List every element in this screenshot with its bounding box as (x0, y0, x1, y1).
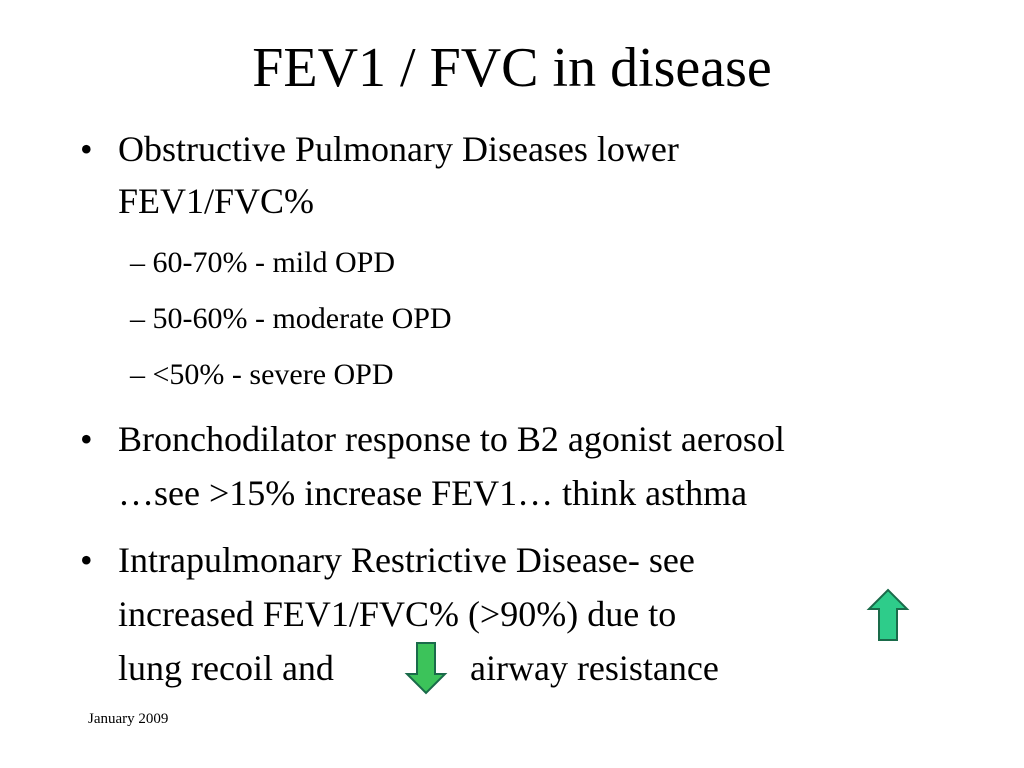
bullet-3-line-3a: lung recoil and (118, 648, 334, 688)
bullet-2-line-1: Bronchodilator response to B2 agonist ae… (118, 419, 785, 459)
bullet-3-line-1: Intrapulmonary Restrictive Disease- see (118, 540, 695, 580)
bullet-3-line-3b: airway resistance (470, 648, 719, 688)
slide-title: FEV1 / FVC in disease (252, 37, 772, 99)
sub-item-severe: – <50% - severe OPD (130, 358, 394, 391)
bullet-marker: • (80, 129, 93, 169)
bullet-1-line-1: Obstructive Pulmonary Diseases lower (118, 129, 679, 169)
sub-item-moderate: – 50-60% - moderate OPD (130, 302, 452, 335)
sub-item-mild: – 60-70% - mild OPD (130, 246, 395, 279)
bullet-1-line-2: FEV1/FVC% (118, 181, 315, 221)
bullet-marker: • (80, 540, 93, 580)
bullet-3-line-2: increased FEV1/FVC% (>90%) due to (118, 594, 677, 634)
bullet-2-line-2: …see >15% increase FEV1… think asthma (118, 473, 748, 513)
arrow-down-icon (404, 642, 448, 695)
footer-date: January 2009 (88, 711, 169, 727)
bullet-marker: • (80, 419, 93, 459)
arrow-up-icon (866, 588, 910, 641)
